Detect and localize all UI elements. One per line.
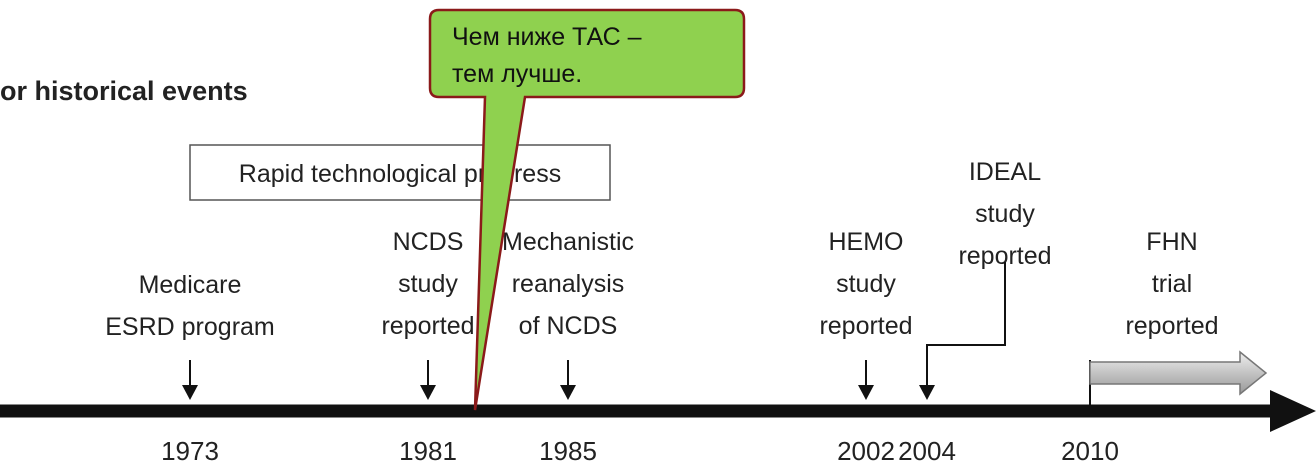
year-label: 1973 — [161, 436, 219, 466]
heading: or historical events — [0, 76, 248, 106]
year-label: 2002 — [837, 436, 895, 466]
event-arrowhead — [182, 385, 198, 400]
event-label: reanalysis — [512, 270, 625, 298]
event-label: reported — [1125, 312, 1218, 340]
callout-line: тем лучше. — [452, 60, 582, 88]
event-label: NCDS — [393, 228, 464, 256]
year-label: 2010 — [1061, 436, 1119, 466]
year-label: 2004 — [898, 436, 956, 466]
event-label: reported — [819, 312, 912, 340]
event-label: IDEAL — [969, 158, 1041, 186]
event-label: trial — [1152, 270, 1192, 298]
event-arrowhead — [858, 385, 874, 400]
event-arrowhead — [420, 385, 436, 400]
callout-line: Чем ниже ТАС – — [452, 23, 642, 51]
year-label: 1985 — [539, 436, 597, 466]
event-label: FHN — [1146, 228, 1197, 256]
event-label: study — [836, 270, 896, 298]
timeline-arrowhead — [1270, 390, 1316, 432]
event-label: HEMO — [829, 228, 904, 256]
year-label: 1981 — [399, 436, 457, 466]
event-label: of NCDS — [519, 312, 618, 340]
event-arrowhead — [560, 385, 576, 400]
event-label: Medicare — [139, 271, 242, 299]
event-label: study — [975, 200, 1035, 228]
event-label: ESRD program — [105, 313, 275, 341]
callout — [428, 8, 746, 411]
fhn-ongoing-arrow — [1089, 350, 1268, 396]
event-label: study — [398, 270, 458, 298]
event-label: Mechanistic — [502, 228, 634, 256]
event-label: reported — [381, 312, 474, 340]
event-arrowhead — [919, 385, 935, 400]
events: Medicare ESRD program 1973 NCDS study reporte… — [105, 158, 1218, 466]
progress-box — [189, 144, 611, 201]
ideal-connector — [926, 262, 1006, 392]
